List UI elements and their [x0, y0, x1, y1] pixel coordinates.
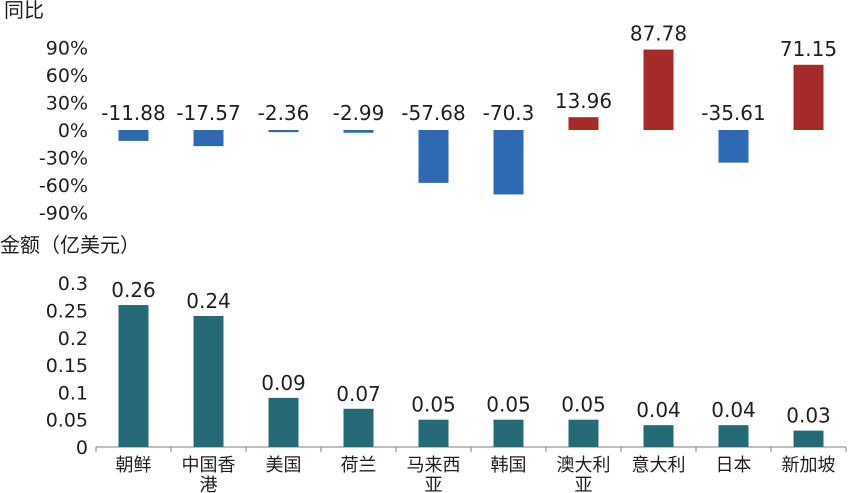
amount-value-label: 0.04	[636, 398, 681, 422]
yoy-bar	[418, 130, 449, 183]
amount-tick-label: 0.05	[46, 410, 88, 432]
amount-bar	[568, 419, 599, 447]
category-label: 马来西	[407, 455, 461, 476]
category-label: 亚	[425, 475, 443, 493]
amount-bar	[343, 408, 374, 447]
amount-bar	[793, 430, 824, 447]
category-label: 中国香	[182, 455, 236, 476]
yoy-value-label: -35.61	[701, 101, 765, 125]
yoy-panel: 同比 90%60%30%0%-30%-60%-90% -11.88 -17.57-…	[4, 0, 837, 225]
yoy-value-label: -2.99	[333, 101, 385, 125]
yoy-tick-label: 60%	[46, 65, 88, 87]
category-label: 澳大利	[557, 455, 611, 476]
category-label: 朝鲜	[116, 455, 152, 476]
amount-tick-label: 0.3	[58, 273, 88, 295]
yoy-tick-labels: 90% 60% 30% 0% -30% -60% -90%	[39, 38, 88, 225]
yoy-value-label: -17.57	[176, 101, 240, 125]
yoy-bar	[493, 130, 524, 195]
yoy-value-label: 71.15	[780, 37, 837, 61]
amount-tick-label: 0.25	[46, 301, 88, 323]
amount-tick-label: 0.15	[46, 355, 88, 377]
yoy-value-label: 87.78	[630, 22, 687, 46]
category-label: 新加坡	[782, 455, 836, 476]
amount-tick-label: 0.1	[58, 382, 88, 404]
amount-value-label: 0.26	[111, 278, 156, 302]
amount-bar	[718, 425, 749, 447]
yoy-tick-label: -30%	[39, 148, 88, 170]
category-label: 日本	[716, 455, 752, 476]
yoy-bar	[643, 49, 674, 130]
yoy-axis-title: 同比	[4, 0, 44, 22]
amount-value-label: 0.09	[261, 371, 306, 395]
category-label: 韩国	[491, 455, 527, 476]
category-label: 意大利	[632, 455, 686, 476]
yoy-bar	[718, 130, 749, 163]
yoy-bars	[118, 49, 824, 195]
amount-bar	[643, 425, 674, 447]
amount-bar	[418, 419, 449, 447]
amount-value-label: 0.05	[561, 393, 606, 417]
amount-value-label: 0.05	[486, 393, 531, 417]
amount-value-label: 0.04	[711, 398, 756, 422]
yoy-bar	[343, 130, 374, 133]
amount-tick-labels: 0.3 0.25 0.2 0.15 0.1 0.05 0	[46, 273, 88, 459]
amount-value-label: 0.07	[336, 382, 381, 406]
amount-value-label: 0.24	[186, 289, 231, 313]
amount-bar	[118, 305, 149, 447]
category-label: 港	[200, 475, 218, 493]
yoy-bar	[568, 117, 599, 130]
category-label: 美国	[266, 455, 302, 476]
amount-panel: 金额（亿美元） 0.30.250.20.150.10.050 0.26 0.240…	[0, 233, 847, 493]
category-label: 亚	[575, 475, 593, 493]
amount-tick-label: 0	[76, 437, 88, 459]
yoy-bar	[193, 130, 224, 147]
yoy-value-label: -2.36	[258, 101, 310, 125]
yoy-tick-label: -90%	[39, 203, 88, 225]
yoy-value-label: -11.88	[101, 101, 165, 125]
yoy-data-labels: -11.88 -17.57 -2.36 -2.99 -57.68 -70.3 13.96 87…	[101, 22, 837, 125]
amount-axis-title: 金额（亿美元）	[0, 233, 140, 257]
yoy-value-label: 13.96	[555, 89, 612, 113]
amount-bar	[268, 397, 299, 447]
category-label: 荷兰	[341, 455, 377, 476]
yoy-bar	[118, 130, 149, 141]
amount-bar	[493, 419, 524, 447]
yoy-bar	[793, 64, 824, 130]
yoy-tick-label: 0%	[58, 120, 88, 142]
yoy-tick-label: -60%	[39, 175, 88, 197]
amount-tick-label: 0.2	[58, 328, 88, 350]
amount-x-axis-ticks	[95, 447, 847, 452]
yoy-value-label: -57.68	[401, 101, 465, 125]
yoy-bar	[268, 130, 299, 133]
yoy-value-label: -70.3	[483, 101, 535, 125]
amount-data-labels: 0.26 0.24 0.09 0.07 0.05 0.05 0.05 0.04 0.04 0.03	[111, 278, 831, 428]
yoy-tick-label: 90%	[46, 38, 88, 60]
amount-bars	[118, 305, 824, 447]
yoy-tick-label: 30%	[46, 93, 88, 115]
amount-bar	[193, 315, 224, 447]
amount-value-label: 0.05	[411, 393, 456, 417]
amount-value-label: 0.03	[786, 404, 831, 428]
